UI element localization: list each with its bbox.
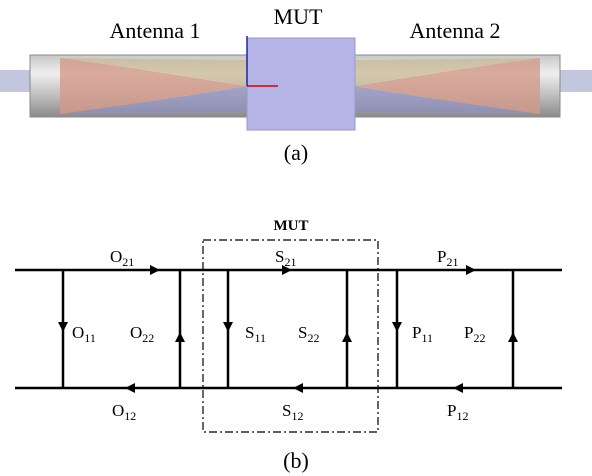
mut-box-label: MUT [274, 218, 309, 234]
parameter-label: P21 [437, 247, 458, 269]
label-base: P [447, 401, 456, 420]
label-subscript: 22 [142, 331, 154, 345]
parameter-label: P22 [464, 323, 485, 345]
label-subscript: 21 [446, 255, 458, 269]
arrowheads [58, 265, 518, 393]
label-base: O [110, 247, 122, 266]
parameter-label: P12 [447, 401, 468, 423]
label-base: S [282, 401, 291, 420]
label-subscript: 12 [456, 409, 468, 423]
parameter-label: O11 [72, 323, 96, 345]
label-subscript: 22 [473, 331, 485, 345]
flow-graph [15, 270, 562, 388]
label-subscript: 22 [307, 331, 319, 345]
label-subscript: 21 [122, 255, 134, 269]
parameter-label: S11 [245, 323, 266, 345]
label-subscript: 11 [254, 331, 266, 345]
figure: Antenna 1 MUT Antenna 2 (a) MUT (b) O21S… [0, 0, 592, 476]
parameter-label: P11 [412, 323, 433, 345]
parameter-label: S22 [298, 323, 319, 345]
antenna-1-label: Antenna 1 [109, 18, 200, 43]
label-subscript: 11 [421, 331, 433, 345]
antenna-setup [0, 36, 592, 130]
label-subscript: 12 [124, 409, 136, 423]
parameter-label: S21 [275, 247, 296, 269]
label-base: S [298, 323, 307, 342]
label-subscript: 11 [84, 331, 96, 345]
parameter-label: O21 [110, 247, 134, 269]
parameter-label: O22 [130, 323, 154, 345]
label-base: O [130, 323, 142, 342]
mut-label: MUT [274, 4, 323, 29]
label-base: P [412, 323, 421, 342]
label-base: S [275, 247, 284, 266]
antenna-2-label: Antenna 2 [409, 18, 500, 43]
label-base: O [112, 401, 124, 420]
caption-b: (b) [283, 448, 309, 473]
label-base: S [245, 323, 254, 342]
label-subscript: 21 [284, 255, 296, 269]
caption-a: (a) [284, 140, 308, 165]
parameter-label: O12 [112, 401, 136, 423]
label-base: O [72, 323, 84, 342]
label-subscript: 12 [291, 409, 303, 423]
label-base: P [464, 323, 473, 342]
label-base: P [437, 247, 446, 266]
parameter-label: S12 [282, 401, 303, 423]
